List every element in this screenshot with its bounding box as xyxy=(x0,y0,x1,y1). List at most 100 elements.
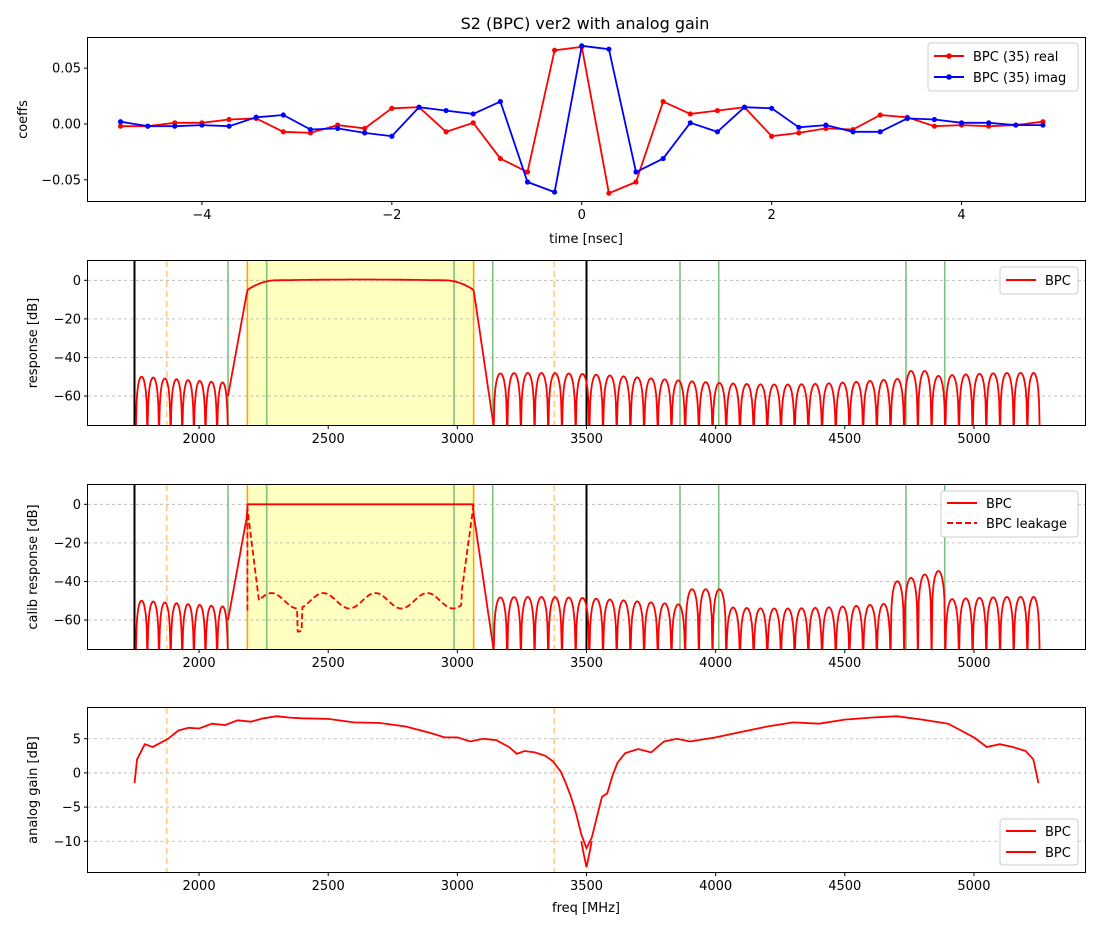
coeff-point-real xyxy=(796,130,802,136)
coeff-point-real xyxy=(524,169,531,175)
x-tick-label: 3500 xyxy=(570,879,603,894)
gain-legend: BPC BPC xyxy=(999,818,1079,866)
y-tick-label: 5 xyxy=(73,732,81,747)
gain-marks xyxy=(88,708,1085,872)
passband-fill xyxy=(247,261,474,425)
response-sidelobe-line xyxy=(135,599,229,649)
coeffs-legend-box xyxy=(927,42,1079,92)
analog-gain-line-1 xyxy=(133,715,1040,851)
coeff-point-imag xyxy=(823,122,829,128)
coeff-point-imag xyxy=(687,120,693,126)
coeff-point-real xyxy=(470,120,476,126)
response-passband-line xyxy=(227,278,495,425)
y-tick-label: −0.05 xyxy=(41,173,81,188)
response-sidelobe-line xyxy=(135,375,229,425)
calib-ylabel: calib response [dB] xyxy=(26,504,41,629)
coeff-point-real xyxy=(769,133,775,139)
coeff-point-imag xyxy=(986,120,992,126)
y-tick-label: 0 xyxy=(73,766,81,781)
x-tick-label: 5000 xyxy=(957,879,990,894)
calib-legend: BPC BPC leakage xyxy=(940,490,1079,538)
response-ylabel: response [dB] xyxy=(26,298,41,389)
response-ticks: 2000 2500 3000 3500 4000 4500 5000 0 −20 −40 −60 xyxy=(54,274,991,447)
coeff-point-real xyxy=(931,123,938,129)
coeff-point-imag xyxy=(145,123,151,129)
coeff-point-imag xyxy=(850,129,856,135)
coeffs-plot-frame xyxy=(87,37,1086,202)
analog-gain-panel: 2000 2500 3000 3500 4000 4500 5000 5 0 −5 −10 freq… xyxy=(26,707,1086,916)
coeffs-ylabel: coeffs xyxy=(16,100,31,139)
coeff-point-real xyxy=(551,47,558,53)
coeff-point-real xyxy=(714,107,721,114)
x-tick-label: 4000 xyxy=(699,656,732,671)
coeff-point-imag xyxy=(931,116,938,123)
response-sidelobe-line xyxy=(492,370,1041,425)
x-tick-label: 2 xyxy=(768,208,776,223)
y-tick-label: −20 xyxy=(54,536,81,551)
x-tick-label: 3000 xyxy=(441,879,474,894)
coeff-point-imag xyxy=(958,120,965,126)
calib-response-panel: 2000 2500 3000 3500 4000 4500 5000 0 −20 −40 −60 c… xyxy=(26,484,1086,671)
calib-ticks: 2000 2500 3000 3500 4000 4500 5000 0 −20 −40 −60 xyxy=(54,498,991,671)
y-tick-label: 0 xyxy=(73,498,81,513)
passband-fill xyxy=(247,485,474,649)
legend-real-marker xyxy=(946,53,952,59)
x-tick-label: 5000 xyxy=(957,432,990,447)
legend-imag-label: BPC (35) imag xyxy=(973,71,1066,86)
coeffs-ticks: −4 −2 0 2 4 0.05 0.00 −0.05 xyxy=(41,62,966,223)
legend-real-label: BPC (35) real xyxy=(973,50,1058,65)
x-tick-label: 5000 xyxy=(957,656,990,671)
x-tick-label: 3500 xyxy=(570,432,603,447)
coeff-point-imag xyxy=(199,122,205,128)
y-tick-label: 0.05 xyxy=(52,62,81,77)
x-tick-label: 4000 xyxy=(699,879,732,894)
coeff-point-imag xyxy=(633,169,639,175)
coeff-point-real xyxy=(633,179,639,185)
coeffs-marks xyxy=(117,43,1046,196)
legend-imag-marker xyxy=(946,74,952,80)
coeff-point-imag xyxy=(660,155,666,162)
x-tick-label: 4500 xyxy=(828,879,861,894)
coeff-point-imag xyxy=(416,104,422,110)
coeff-point-real xyxy=(443,129,449,135)
gain-ylabel: analog gain [dB] xyxy=(26,736,41,844)
x-tick-label: 3500 xyxy=(570,656,603,671)
x-tick-label: 2000 xyxy=(183,432,216,447)
x-tick-label: −2 xyxy=(382,208,401,223)
response-legend-box xyxy=(999,266,1079,295)
x-tick-label: 4500 xyxy=(828,656,861,671)
coeff-point-imag xyxy=(1040,122,1046,128)
coeff-point-imag xyxy=(389,133,395,139)
calib-marks xyxy=(88,485,1085,649)
response-marks xyxy=(88,261,1085,425)
coeff-point-imag xyxy=(1013,122,1019,128)
x-tick-label: 3000 xyxy=(441,432,474,447)
coeff-point-real xyxy=(389,105,395,111)
coeff-point-real xyxy=(687,111,693,117)
coeff-point-imag xyxy=(606,46,612,52)
coeff-point-real xyxy=(660,99,666,105)
legend-calib-bpc-label: BPC xyxy=(986,497,1012,512)
x-tick-label: 4000 xyxy=(699,432,732,447)
x-tick-label: 2000 xyxy=(183,656,216,671)
y-tick-label: −60 xyxy=(54,390,81,405)
figure-title: S2 (BPC) ver2 with analog gain xyxy=(461,14,710,33)
coeff-point-imag xyxy=(796,124,802,130)
x-tick-label: 4 xyxy=(957,208,965,223)
y-tick-label: −40 xyxy=(54,351,81,366)
coeff-point-imag xyxy=(524,179,531,185)
coeff-point-imag xyxy=(253,114,259,120)
coeff-point-real xyxy=(117,123,124,129)
y-tick-label: −40 xyxy=(54,575,81,590)
coeff-point-imag xyxy=(877,129,883,135)
leakage-line xyxy=(246,504,475,633)
response-panel: 2000 2500 3000 3500 4000 4500 5000 0 −20 −40 −60 r… xyxy=(26,260,1086,447)
coeff-point-imag xyxy=(307,126,314,133)
y-tick-label: −5 xyxy=(62,801,81,816)
coeff-point-imag xyxy=(117,119,124,125)
coeff-point-imag xyxy=(551,189,558,195)
y-tick-label: −20 xyxy=(54,312,81,327)
y-tick-label: −10 xyxy=(54,835,81,850)
coeffs-panel: −4 −2 0 2 40.050.00−0.05 time [nsec] coeffs … xyxy=(16,37,1086,247)
legend-leakage-label: BPC leakage xyxy=(986,517,1067,532)
